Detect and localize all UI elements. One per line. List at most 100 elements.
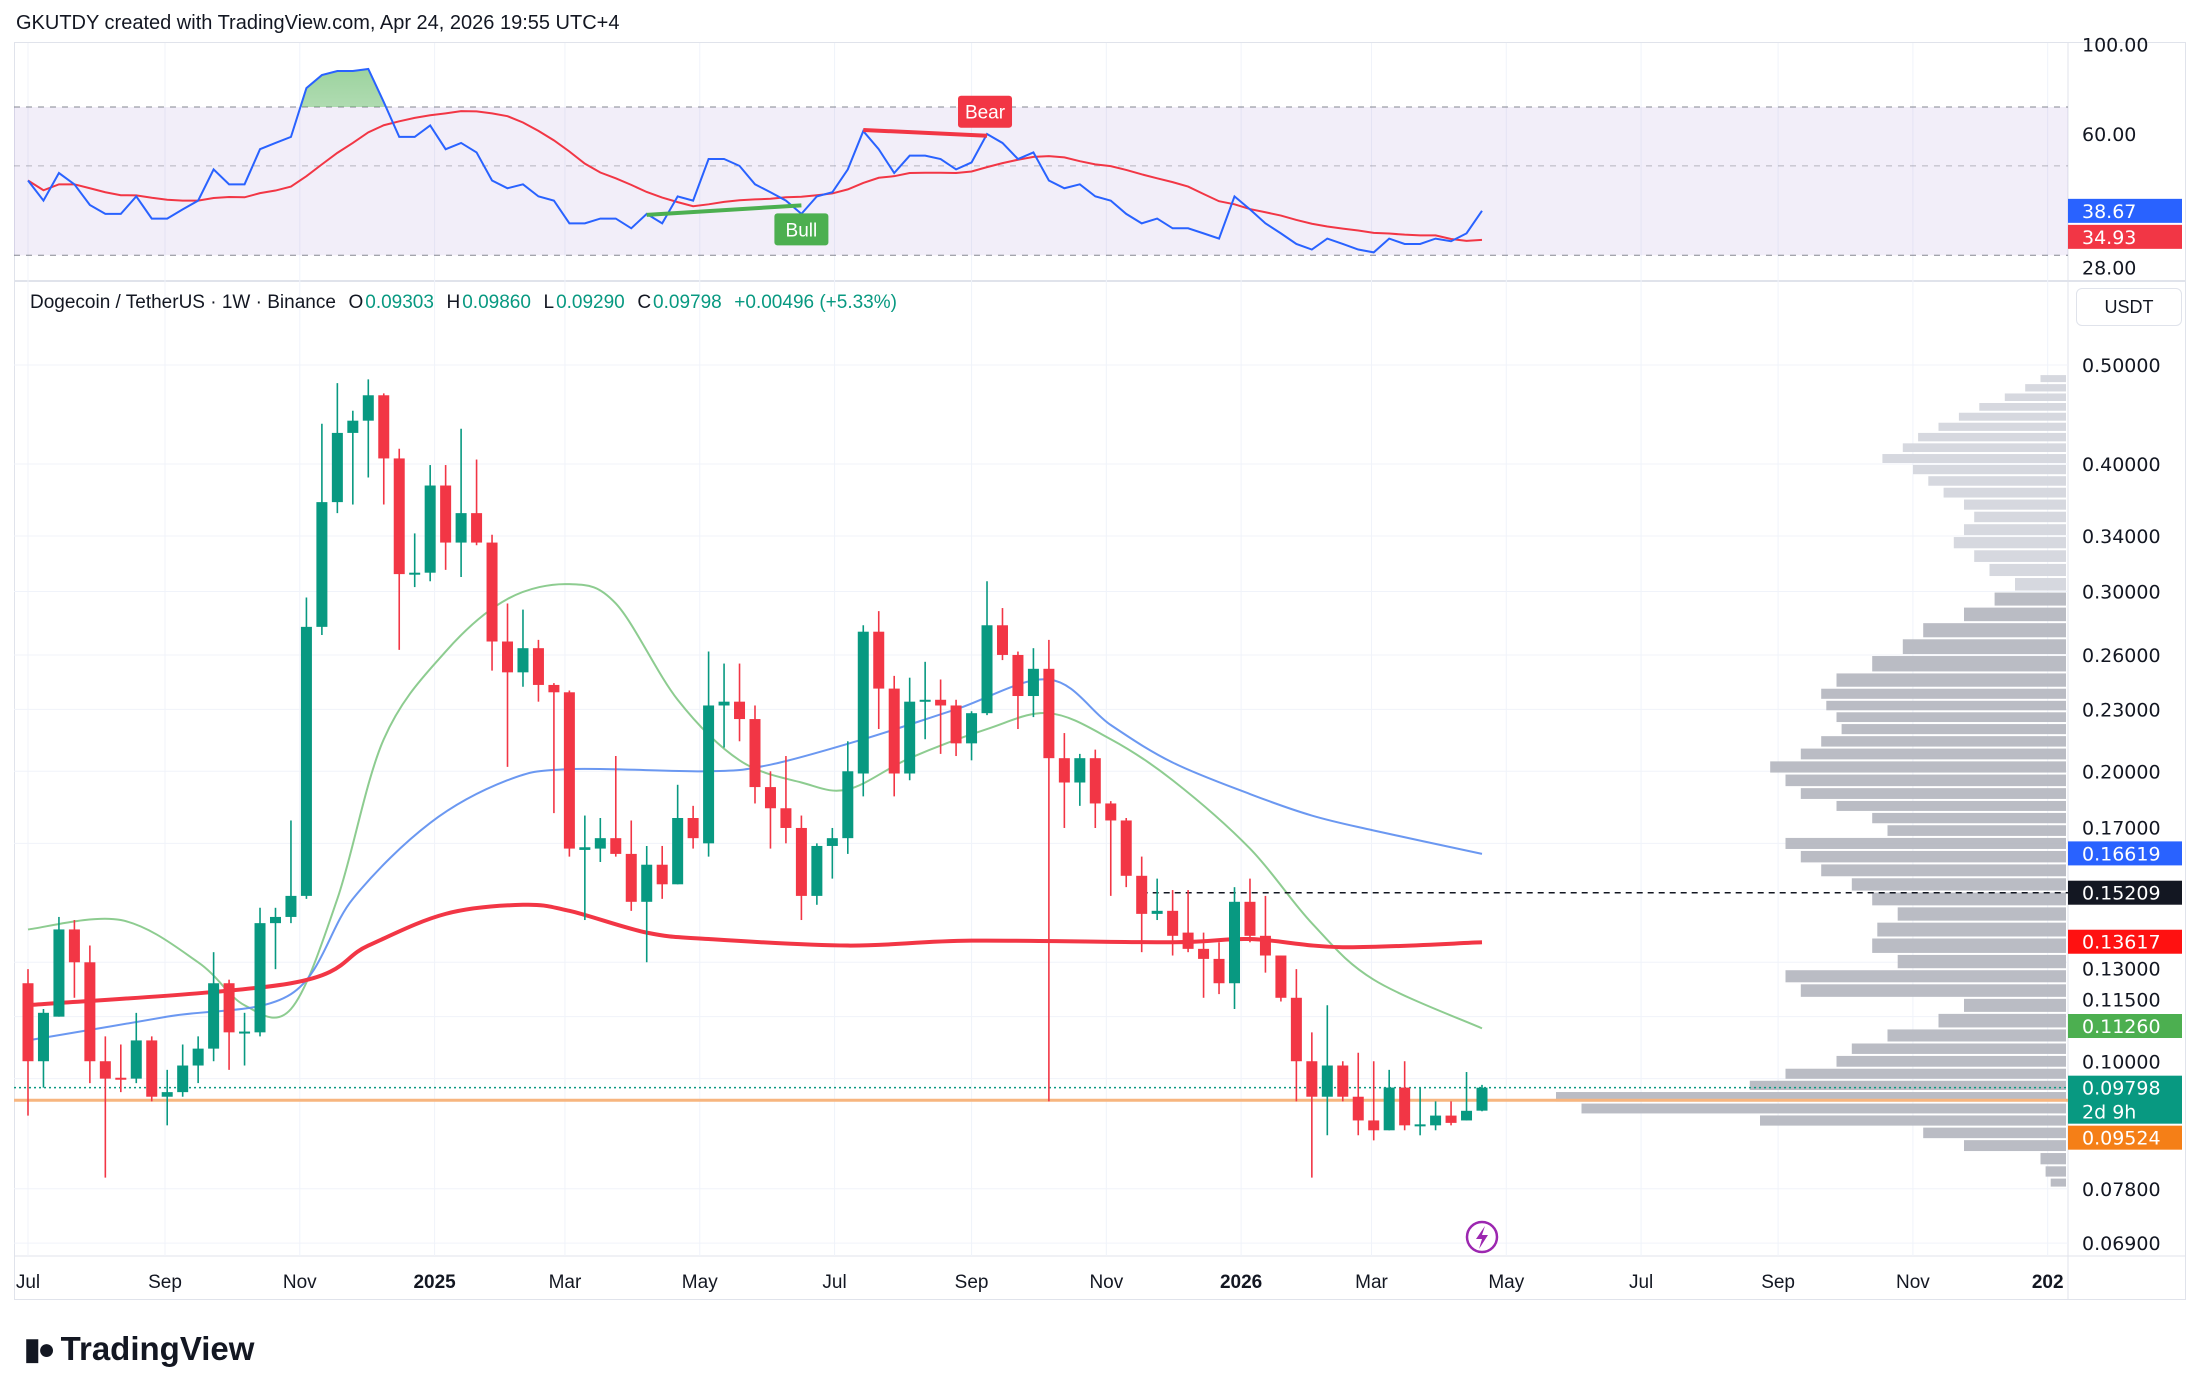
high-label: H [446,292,461,313]
volume-profile-bar [1851,878,2066,891]
candle [842,741,854,854]
candle-body [22,983,34,1062]
volume-profile-bar [1872,938,2066,953]
open-label: O [348,292,364,313]
candle [1136,856,1148,953]
volume-profile-bar [1841,724,2066,735]
volume-profile-bar [1953,537,2066,549]
tradingview-logo[interactable]: ▮● TradingView [24,1330,254,1368]
candle [687,805,699,849]
candle [1337,1061,1349,1102]
candle-body [285,895,297,917]
volume-profile-bar [2045,1166,2066,1177]
candle-body [378,395,390,459]
currency-button[interactable]: USDT [2076,288,2182,326]
price-tick-label: 0.23000 [2082,699,2161,721]
price-tick-label: 0.07800 [2082,1179,2161,1201]
candle [811,843,823,905]
price-tick-label: 0.34000 [2082,526,2161,548]
volume-profile-bar [1872,656,2066,672]
candle-body [409,572,421,575]
candle-body [1043,668,1055,759]
candle-body [1105,803,1117,821]
candle [1399,1061,1411,1131]
candle-body [1445,1115,1457,1123]
moving-average-red [27,902,1483,1008]
candle [1383,1069,1395,1131]
rsi-value-label: 38.67 [2082,201,2136,223]
candle [192,1036,204,1084]
candle-body [904,701,916,774]
price-tick-label: 0.40000 [2082,454,2161,476]
symbol-legend: Dogecoin / TetherUS · 1W · Binance O 0.09… [30,292,899,314]
candle-body [455,513,467,543]
candle [532,639,544,702]
candle-body [1089,758,1101,804]
candle-body [641,864,653,902]
candle-body [440,485,452,543]
candle-body [393,458,405,575]
candle-body [888,688,900,774]
divergence-label: Bear [965,103,1006,124]
volume-profile-bar [1918,432,2066,442]
candle [130,1012,142,1084]
candle-body [146,1040,158,1097]
price-label: 0.09524 [2082,1128,2161,1150]
symbol-title[interactable]: Dogecoin / TetherUS · 1W · Binance [30,292,336,313]
candle [146,1036,158,1102]
candle [1306,1032,1318,1178]
time-tick-label: 2026 [1220,1272,1262,1293]
candle-body [625,853,637,902]
candle-body [579,847,591,850]
time-tick-label: Jul [16,1272,40,1293]
price-label-box [2068,1014,2182,1039]
candle [1244,878,1256,943]
volume-profile-bar [1872,812,2066,824]
price-tick-label: 0.13000 [2082,958,2161,980]
candle [254,907,266,1037]
candle-body [1399,1087,1411,1126]
candle-body [53,929,65,1017]
time-tick-label: Nov [1896,1272,1930,1293]
volume-profile-bar [1938,1013,2066,1028]
volume-profile-bar [1836,712,2066,723]
candle-body [84,962,96,1062]
candle-body [1229,901,1241,984]
candle-body [68,929,80,963]
attribution-text: GKUTDY created with TradingView.com, Apr… [16,12,620,34]
volume-profile-bar [1897,954,2066,969]
lightning-icon [1465,1220,1499,1254]
candle-body [703,705,715,844]
candle-body [981,625,993,714]
candle-body [672,818,684,885]
price-label: 0.13617 [2082,932,2161,954]
time-tick-label: Jul [822,1272,846,1293]
candle-body [1058,758,1070,783]
volume-profile-bar [1923,623,2066,638]
volume-profile-bar [1785,774,2066,787]
candle-body [115,1077,127,1080]
price-label-box [2068,929,2182,954]
candle-body [161,1092,173,1097]
candle [734,663,746,742]
candle [795,815,807,921]
volume-profile-bar [1994,592,2066,606]
candle-body [1151,910,1163,914]
candle [656,845,668,899]
candle-body [223,983,235,1033]
candle [115,1044,127,1093]
candle [424,465,436,582]
candle-body [1306,1061,1318,1097]
candle [1198,932,1210,998]
candle-body [517,648,529,673]
time-tick-label: Sep [955,1272,989,1293]
candle-body [1167,910,1179,936]
candle [486,534,498,671]
price-tick-label: 0.26000 [2082,645,2161,667]
candle [84,945,96,1084]
candle [1105,801,1117,896]
candle [594,818,606,862]
rsi-tick-label: 28.00 [2082,257,2136,279]
time-tick-label: May [682,1272,718,1293]
